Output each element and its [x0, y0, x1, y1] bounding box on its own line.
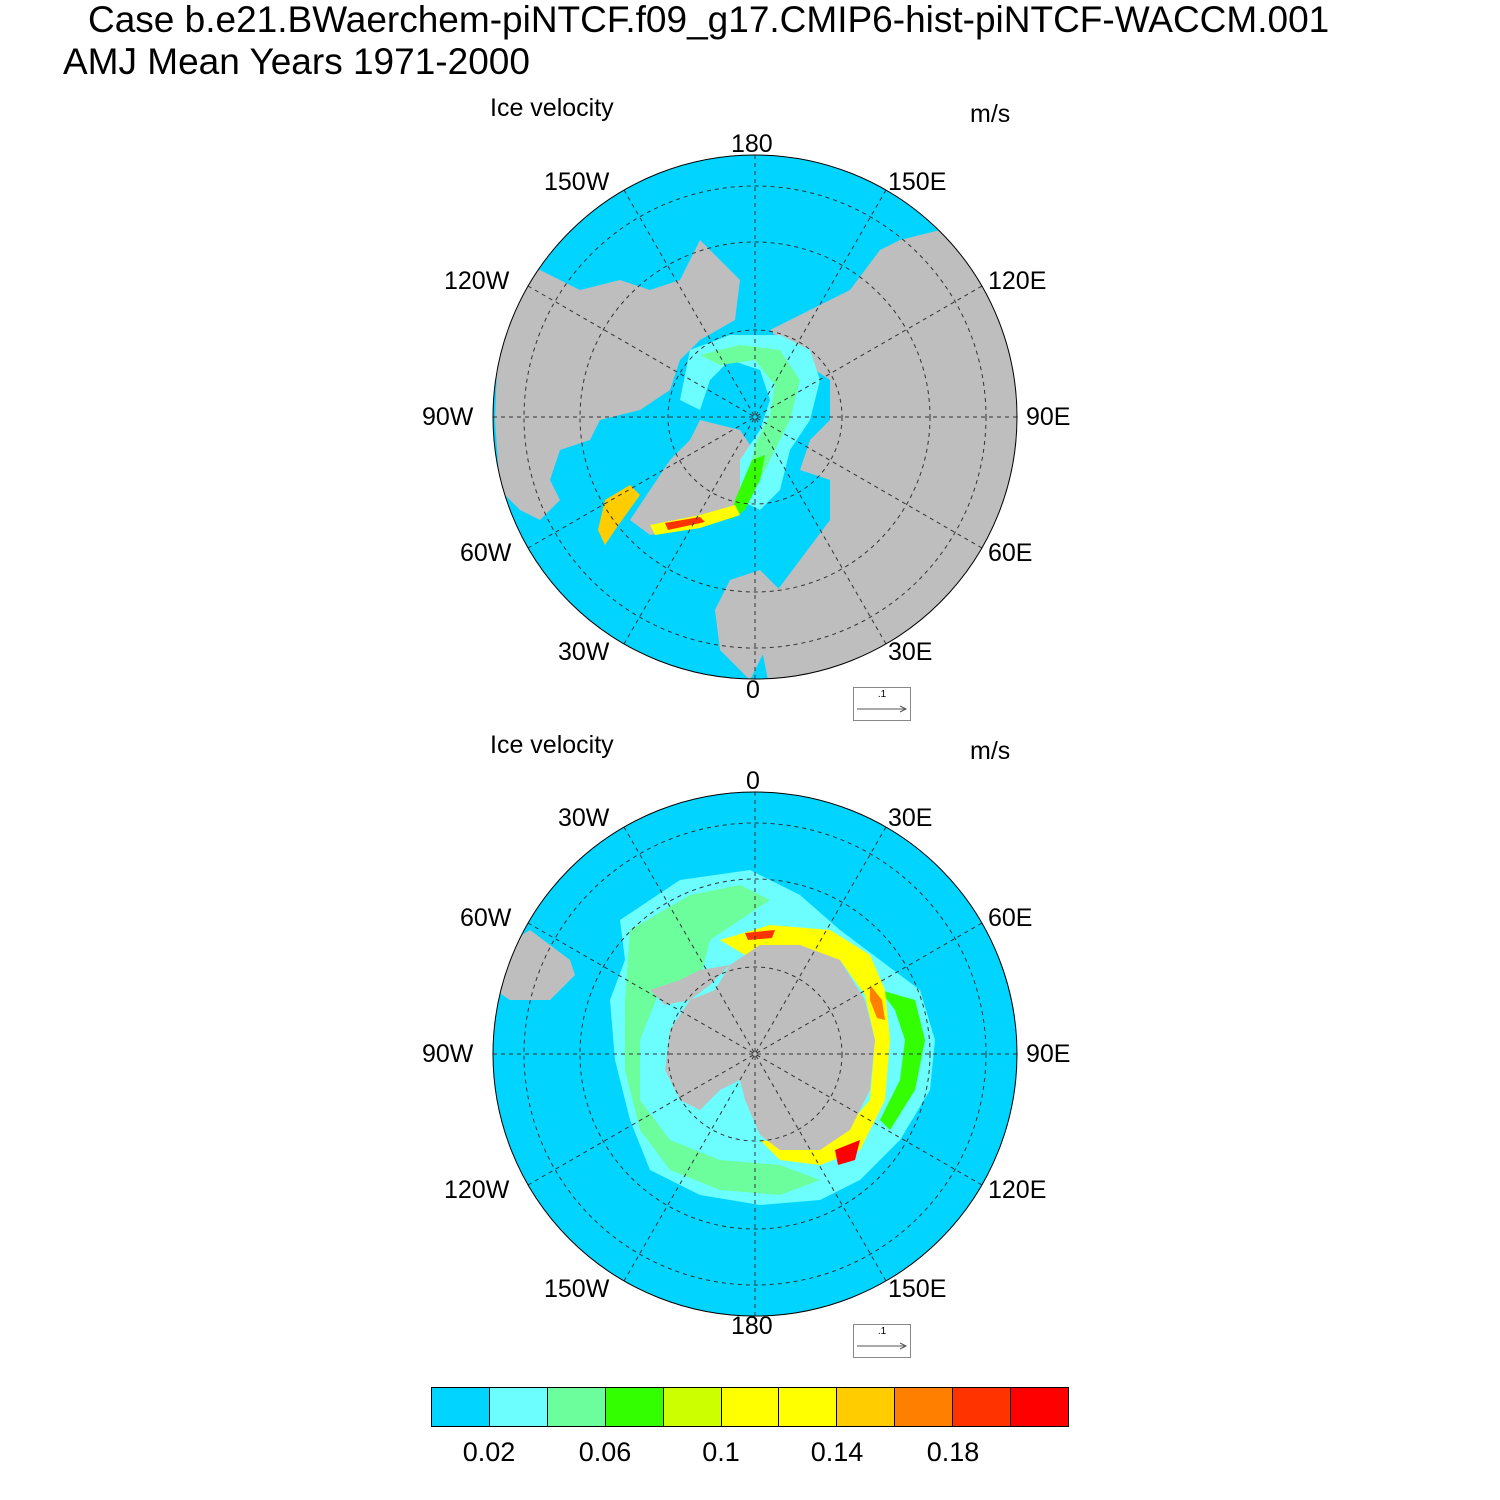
colorbar-swatch	[605, 1388, 664, 1426]
colorbar-swatch	[779, 1388, 838, 1426]
south-coast-red-1	[745, 930, 775, 940]
colorbar	[431, 1387, 1069, 1427]
north-ice-fast-south-red	[665, 517, 705, 530]
south-ice-outer	[610, 870, 935, 1205]
north-ice-fast-east	[730, 455, 765, 520]
south-lon-label-upper-right: 60E	[988, 904, 1033, 932]
north-lon-label-right: 90E	[1026, 403, 1071, 431]
colorbar-swatch	[663, 1388, 722, 1426]
north-land-eurasia	[760, 230, 1017, 679]
north-reference-vector-box: .1	[853, 687, 911, 721]
colorbar-swatch	[895, 1388, 954, 1426]
north-ice-fast-south	[650, 505, 740, 535]
south-lon-label-upper-left: 60W	[460, 904, 512, 932]
south-map-border	[492, 791, 1018, 1317]
colorbar-tick-label: 0.06	[578, 1437, 632, 1467]
north-lon-label-top-right: 150E	[888, 168, 947, 196]
south-land-peninsula	[650, 965, 730, 1005]
south-lon-label-bottom-left: 150W	[544, 1275, 610, 1303]
south-lon-label-lower-left: 120W	[444, 1176, 510, 1204]
south-coast-orange	[870, 985, 885, 1020]
colorbar-swatch	[953, 1388, 1012, 1426]
south-lon-label-left: 90W	[422, 1040, 474, 1068]
north-lon-label-bottom-left: 30W	[558, 638, 610, 666]
north-ocean	[493, 155, 1017, 679]
north-lon-label-lower-right: 60E	[988, 539, 1033, 567]
colorbar-tick-label: 0.1	[702, 1437, 740, 1467]
south-reference-arrow-icon	[857, 1342, 908, 1350]
south-reference-vector-label: .1	[877, 1326, 887, 1337]
colorbar-swatch	[1011, 1388, 1068, 1426]
north-lon-label-top-left: 150W	[544, 168, 610, 196]
south-ocean	[493, 792, 1017, 1316]
colorbar-swatch	[547, 1388, 606, 1426]
south-map-body	[493, 792, 1017, 1316]
colorbar-tick-label: 0.18	[926, 1437, 980, 1467]
north-map-body	[493, 155, 1017, 679]
south-panel-units: m/s	[970, 737, 1011, 765]
colorbar-swatch	[432, 1388, 490, 1426]
north-lon-label-upper-left: 120W	[444, 267, 510, 295]
north-land-scandinavia	[715, 570, 780, 679]
period-title: AMJ Mean Years 1971-2000	[63, 41, 530, 82]
south-coast-red-2	[835, 1140, 860, 1165]
south-lon-label-top-right: 30E	[888, 804, 933, 832]
south-ice-mid	[625, 885, 820, 1195]
north-ice-drift	[700, 345, 800, 480]
north-reference-vector-label: .1	[877, 689, 887, 700]
north-lon-label-top: 180	[731, 130, 773, 158]
south-land-antarctica	[665, 945, 875, 1150]
south-graticule	[493, 792, 1017, 1316]
south-ice-east-green	[880, 990, 925, 1130]
south-land-south-america	[495, 930, 575, 1000]
south-lon-label-top-left: 30W	[558, 804, 610, 832]
north-lon-label-upper-right: 120E	[988, 267, 1047, 295]
south-lon-label-right: 90E	[1026, 1040, 1071, 1068]
colorbar-swatch	[721, 1388, 780, 1426]
south-reference-vector-box: .1	[853, 1324, 911, 1358]
colorbar-swatch	[489, 1388, 548, 1426]
south-lon-label-top: 0	[746, 767, 760, 795]
north-reference-arrow-icon	[857, 705, 908, 713]
north-land-america	[495, 240, 740, 520]
colorbar-tick-label: 0.02	[462, 1437, 516, 1467]
south-panel-title: Ice velocity	[490, 731, 614, 759]
colorbar-tick-label: 0.14	[810, 1437, 864, 1467]
south-lon-label-bottom-right: 150E	[888, 1275, 947, 1303]
south-lon-label-lower-right: 120E	[988, 1176, 1047, 1204]
north-lon-label-bottom-right: 30E	[888, 638, 933, 666]
case-title: Case b.e21.BWaerchem-piNTCF.f09_g17.CMIP…	[88, 0, 1330, 40]
north-lon-label-left: 90W	[422, 403, 474, 431]
north-map-border	[492, 154, 1018, 680]
north-panel-units: m/s	[970, 100, 1011, 128]
north-lon-label-bottom: 0	[746, 676, 760, 704]
north-ice-fast-west	[598, 485, 640, 545]
colorbar-swatch	[837, 1388, 896, 1426]
north-ice-ring	[680, 335, 820, 510]
north-panel-title: Ice velocity	[490, 94, 614, 122]
north-land-greenland	[630, 420, 760, 535]
south-coast-fast	[720, 925, 890, 1165]
north-graticule	[493, 155, 1017, 679]
north-lon-label-lower-left: 60W	[460, 539, 512, 567]
south-lon-label-bottom: 180	[731, 1312, 773, 1340]
